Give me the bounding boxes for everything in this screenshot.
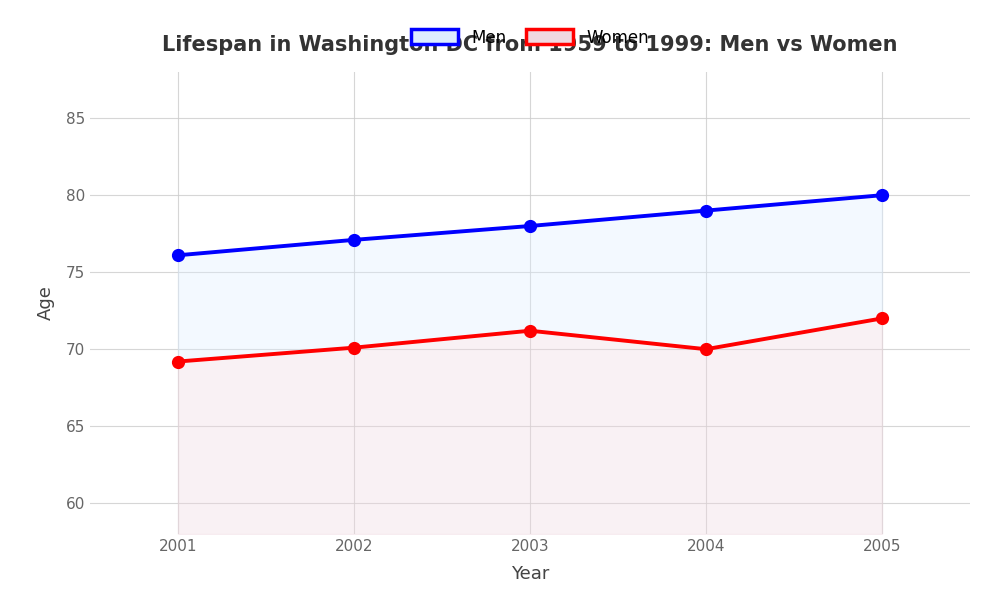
Line: Men: Men xyxy=(172,190,888,261)
Line: Women: Women xyxy=(172,313,888,367)
Title: Lifespan in Washington DC from 1959 to 1999: Men vs Women: Lifespan in Washington DC from 1959 to 1… xyxy=(162,35,898,55)
Women xyxy=(700,346,712,353)
Men xyxy=(524,223,536,230)
Women xyxy=(172,358,184,365)
Y-axis label: Age: Age xyxy=(37,286,55,320)
Women xyxy=(876,315,888,322)
Women xyxy=(348,344,360,351)
X-axis label: Year: Year xyxy=(511,565,549,583)
Men xyxy=(876,191,888,199)
Legend: Men, Women: Men, Women xyxy=(403,20,657,55)
Women xyxy=(524,327,536,334)
Men xyxy=(172,251,184,259)
Men xyxy=(700,207,712,214)
Men xyxy=(348,236,360,244)
